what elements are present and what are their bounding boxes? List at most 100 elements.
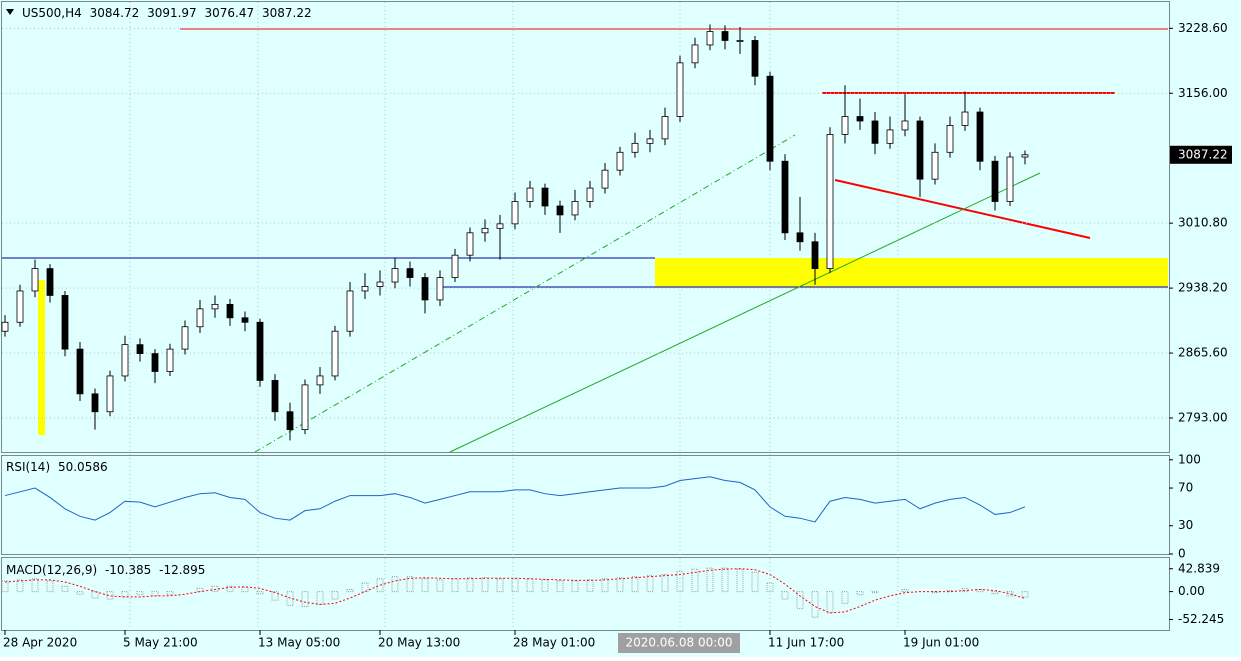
candle-body (1021, 154, 1029, 158)
macd-bar (991, 591, 999, 595)
macd-bar (901, 588, 909, 593)
candle-body (586, 187, 594, 202)
candle-body (826, 134, 834, 270)
candle-body (601, 169, 609, 189)
macd-bar (586, 579, 594, 593)
close: 3087.22 (262, 6, 312, 20)
macd-bar (511, 578, 519, 593)
macd-bar (961, 587, 969, 593)
macd-bar (376, 578, 384, 593)
macd-bar (751, 571, 759, 593)
macd-bar (721, 567, 729, 593)
macd-bar (556, 580, 564, 593)
y-tick-label: 0.00 (1178, 584, 1205, 598)
crosshair-box (618, 633, 740, 653)
macd-bar (316, 591, 324, 605)
candle-body (901, 120, 909, 131)
macd-bar (226, 585, 234, 593)
rsi-value: 50.0586 (58, 460, 108, 474)
macd-bar (841, 591, 849, 604)
candle-body (31, 268, 39, 292)
candle-body (961, 111, 969, 126)
macd-bar (481, 577, 489, 593)
menu-triangle (6, 9, 14, 15)
symbol: US500,H4 (22, 6, 82, 20)
macd-bar (61, 585, 69, 593)
macd-bar (166, 591, 174, 596)
high: 3091.97 (147, 6, 197, 20)
candle-body (391, 268, 399, 283)
y-tick-label: 2865.60 (1178, 346, 1228, 360)
macd-bar (121, 591, 129, 598)
candle-body (496, 223, 504, 229)
candle-body (676, 62, 684, 117)
macd-bar (526, 578, 534, 593)
candle-body (256, 321, 264, 381)
macd-bar (466, 577, 474, 593)
candle-body (316, 375, 324, 386)
rsi-name: RSI(14) (6, 460, 50, 474)
candle-body (16, 290, 24, 323)
candle-body (226, 303, 234, 319)
candle-body (976, 111, 984, 162)
macd-bar (46, 580, 54, 593)
macd-bar (106, 591, 114, 600)
candle-body (736, 40, 744, 42)
chart-header: US500,H4 3084.72 3091.97 3076.47 3087.22 (22, 6, 312, 20)
macd-bar (601, 578, 609, 593)
macd-bar (241, 586, 249, 593)
panel-borders (1, 1, 1170, 631)
candle-body (406, 268, 414, 278)
macd-bar (271, 591, 279, 601)
macd-bar (871, 591, 879, 594)
macd-bar (346, 588, 354, 593)
candle-body (781, 160, 789, 234)
candle-body (916, 120, 924, 180)
macd-bar (1, 580, 9, 593)
x-tick-label: 11 Jun 17:00 (768, 636, 844, 650)
macd-bar (1006, 591, 1014, 597)
macd-header: MACD(12,26,9) -10.385 -12.895 (6, 563, 205, 577)
candle-body (136, 344, 144, 354)
x-tick-label: 13 May 05:00 (258, 636, 340, 650)
y-tick-label: 2938.20 (1178, 281, 1228, 295)
macd-bar (76, 591, 84, 595)
candle-body (991, 160, 999, 202)
signal-line (4, 568, 1026, 614)
macd-bar (331, 591, 339, 600)
drawings (2, 28, 1168, 453)
candle-body (766, 75, 774, 162)
candle-body (196, 308, 204, 328)
candle-body (271, 380, 279, 413)
candle-body (76, 348, 84, 395)
x-tick-label: 5 May 21:00 (123, 636, 198, 650)
macd-bar (16, 579, 24, 593)
macd-bar (451, 578, 459, 593)
candle-body (346, 290, 354, 332)
candle-body (1006, 156, 1014, 202)
low: 3076.47 (205, 6, 255, 20)
macd-name: MACD(12,26,9) (6, 563, 97, 577)
candle-body (856, 116, 864, 122)
y-tick-label: 70 (1178, 481, 1193, 495)
candle-body (541, 187, 549, 207)
candle-body (91, 393, 99, 413)
candle-body (706, 31, 714, 46)
macd-bar (151, 591, 159, 597)
candle-body (361, 286, 369, 292)
macd-bar (391, 576, 399, 593)
candle-body (646, 138, 654, 144)
candle-body (61, 295, 69, 350)
trend-line (449, 172, 1041, 453)
macd-bar (91, 591, 99, 599)
macd-bar (766, 582, 774, 593)
candle-body (811, 241, 819, 270)
macd-value: -10.385 (105, 563, 151, 577)
macd-bar (736, 568, 744, 593)
candle-body (301, 384, 309, 431)
candle-body (751, 40, 759, 77)
macd-bar (541, 579, 549, 593)
candle-body (511, 201, 519, 225)
